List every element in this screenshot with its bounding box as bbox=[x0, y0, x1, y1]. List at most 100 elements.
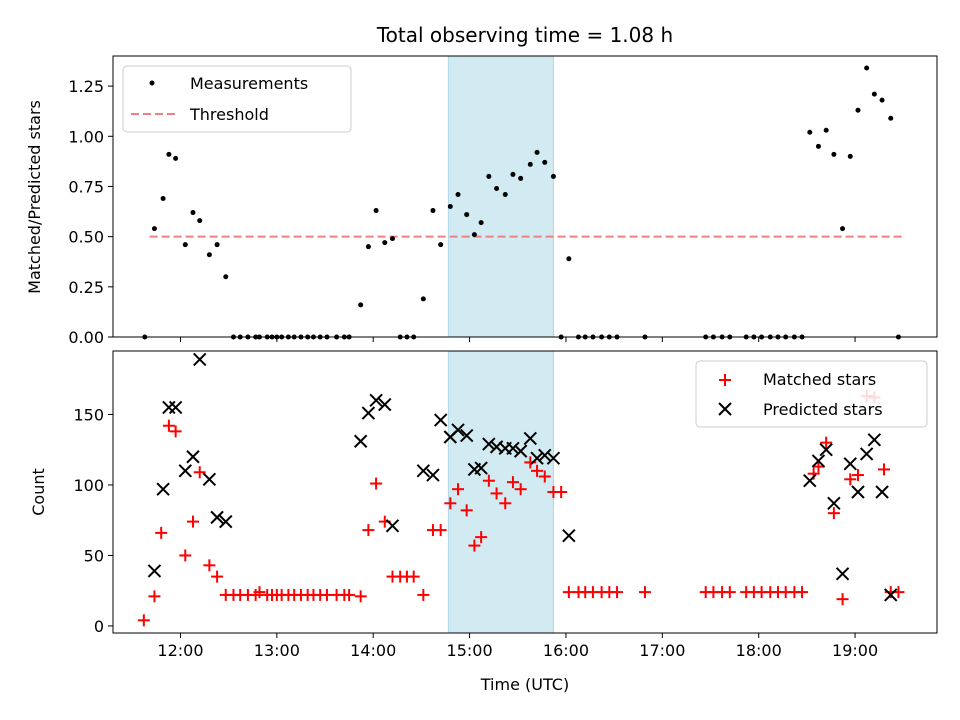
measurement-point bbox=[510, 171, 516, 177]
measurement-point bbox=[847, 153, 853, 159]
matched-star-point bbox=[362, 524, 375, 537]
matched-star-point bbox=[514, 483, 527, 496]
matched-star-point bbox=[179, 549, 192, 562]
bottom-xtick-label: 15:00 bbox=[447, 641, 493, 660]
bottom-xtick-label: 19:00 bbox=[832, 641, 878, 660]
predicted-star-point bbox=[851, 485, 865, 499]
legend-matched-label: Matched stars bbox=[763, 370, 876, 389]
measurement-point bbox=[223, 274, 229, 280]
bottom-highlight-span bbox=[447, 350, 554, 634]
top-legend: Measurements Threshold bbox=[122, 65, 352, 133]
bottom-xtick-label: 13:00 bbox=[254, 641, 300, 660]
bottom-xtick-label: 17:00 bbox=[639, 641, 685, 660]
matched-star-point bbox=[407, 570, 420, 583]
matched-star-point bbox=[203, 559, 216, 572]
predicted-star-point bbox=[361, 406, 376, 420]
measurement-point bbox=[438, 242, 444, 248]
matched-star-point bbox=[482, 474, 495, 487]
measurement-point bbox=[151, 226, 157, 232]
predicted-star-point bbox=[219, 514, 233, 529]
predicted-star-point bbox=[506, 441, 520, 455]
matched-star-point bbox=[812, 460, 825, 473]
measurement-point bbox=[550, 173, 556, 179]
measurement-point bbox=[840, 226, 846, 232]
bottom-ytick-label: 0 bbox=[94, 617, 104, 636]
matched-star-point bbox=[211, 570, 224, 583]
bottom-xtick-label: 16:00 bbox=[543, 641, 589, 660]
predicted-star-point bbox=[482, 437, 496, 451]
matched-star-point bbox=[524, 456, 537, 469]
top-plot-frame bbox=[112, 55, 938, 338]
predicted-star-point bbox=[178, 464, 192, 478]
predicted-star-point bbox=[459, 428, 474, 443]
matched-star-point bbox=[193, 466, 206, 479]
bottom-xtick-label: 18:00 bbox=[736, 641, 782, 660]
predicted-star-point bbox=[835, 567, 850, 581]
matched-star-point bbox=[531, 464, 544, 477]
legend-matched-marker bbox=[719, 374, 731, 386]
measurement-point bbox=[807, 129, 813, 135]
predicted-star-point bbox=[811, 454, 826, 468]
measurement-point bbox=[430, 208, 436, 214]
measurement-point bbox=[534, 149, 540, 155]
matched-star-point bbox=[148, 590, 161, 603]
matched-star-point bbox=[343, 588, 356, 601]
matched-star-point bbox=[460, 504, 473, 517]
top-ytick-label: 0.25 bbox=[68, 278, 104, 297]
measurement-point bbox=[871, 91, 877, 97]
matched-star-point bbox=[253, 586, 266, 599]
predicted-star-point bbox=[827, 496, 841, 510]
bottom-ytick-label: 150 bbox=[73, 405, 104, 424]
measurement-point bbox=[879, 97, 885, 103]
predicted-star-point bbox=[426, 468, 440, 482]
legend-measurements-label: Measurements bbox=[190, 74, 308, 93]
predicted-star-point bbox=[859, 447, 874, 461]
measurement-point bbox=[382, 240, 388, 246]
matched-star-point bbox=[444, 497, 457, 510]
matched-star-point bbox=[827, 507, 840, 520]
measurement-point bbox=[542, 159, 548, 165]
matched-star-point bbox=[877, 463, 890, 476]
matched-star-point bbox=[155, 526, 168, 539]
top-ytick-label: 0.75 bbox=[68, 177, 104, 196]
matched-star-point bbox=[499, 497, 512, 510]
measurement-point bbox=[173, 155, 179, 161]
predicted-star-point bbox=[378, 397, 392, 412]
predicted-star-point bbox=[186, 450, 200, 464]
matched-star-point bbox=[555, 486, 568, 498]
measurement-point bbox=[888, 115, 894, 121]
matched-star-point bbox=[844, 473, 857, 486]
matched-star-point bbox=[820, 436, 833, 449]
measurement-point bbox=[190, 210, 196, 216]
predicted-star-point bbox=[193, 352, 207, 367]
matched-star-point bbox=[723, 586, 736, 599]
matched-star-point bbox=[162, 419, 175, 432]
measurement-point bbox=[447, 204, 453, 210]
bottom-xtick-label: 12:00 bbox=[157, 641, 203, 660]
predicted-star-point bbox=[867, 433, 882, 447]
measurement-point bbox=[160, 196, 166, 202]
top-ytick-label: 1.25 bbox=[68, 77, 104, 96]
predicted-star-point bbox=[156, 482, 170, 496]
predicted-star-point bbox=[530, 451, 544, 465]
predicted-star-point bbox=[147, 564, 162, 578]
matched-star-point bbox=[836, 593, 849, 606]
top-legend-box bbox=[122, 65, 352, 133]
measurement-point bbox=[815, 143, 821, 149]
measurement-point bbox=[166, 151, 172, 157]
matched-star-point bbox=[611, 586, 624, 599]
measurement-point bbox=[214, 242, 220, 248]
measurement-point bbox=[502, 191, 508, 197]
measurement-point bbox=[182, 242, 188, 248]
predicted-star-point bbox=[451, 423, 465, 437]
matched-star-point bbox=[137, 614, 150, 627]
measurement-point bbox=[494, 185, 500, 191]
predicted-star-point bbox=[416, 464, 431, 478]
matched-star-point bbox=[638, 586, 651, 599]
predicted-star-point bbox=[546, 451, 561, 465]
measurement-point bbox=[464, 212, 470, 218]
predicted-star-point bbox=[523, 431, 538, 446]
bottom-x-axis-label: Time (UTC) bbox=[480, 675, 569, 694]
predicted-star-point bbox=[353, 434, 368, 448]
